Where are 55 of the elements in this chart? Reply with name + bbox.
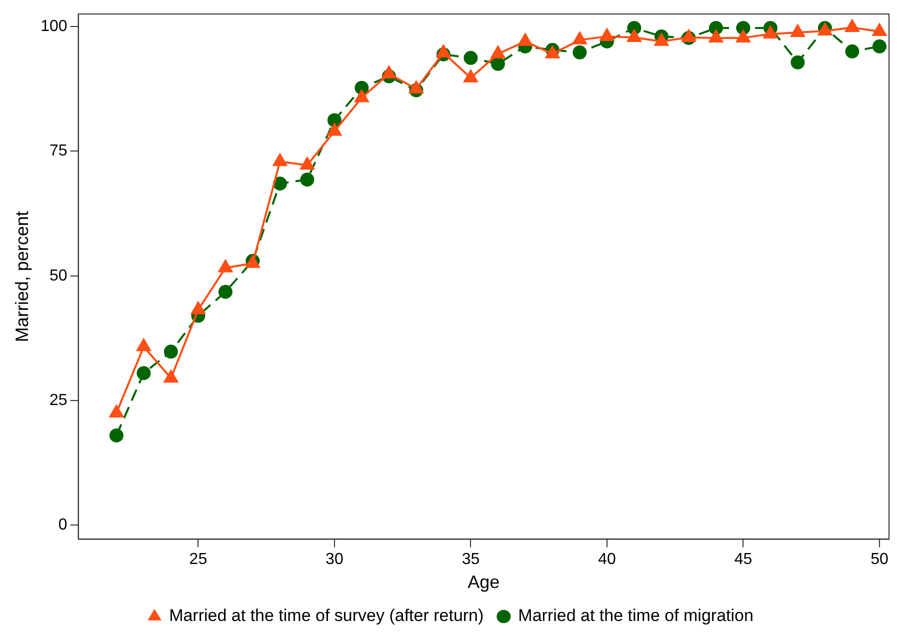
point <box>300 172 314 187</box>
y-tick-label: 75 <box>50 142 68 160</box>
y-axis-title: Married, percent <box>12 211 32 342</box>
point <box>682 29 696 42</box>
point <box>327 123 342 136</box>
x-tick-label: 45 <box>734 551 752 568</box>
legend-label: Married at the time of survey (after return) <box>169 606 484 626</box>
y-tick-label: 0 <box>58 516 68 534</box>
point <box>545 46 560 58</box>
point <box>490 56 505 71</box>
point <box>272 176 287 191</box>
point <box>382 66 396 78</box>
point <box>572 32 587 44</box>
x-tick-label: 50 <box>870 551 888 568</box>
point <box>327 113 342 128</box>
point <box>763 26 778 38</box>
point <box>736 30 750 42</box>
legend-label: Married at the time of migration <box>518 606 754 626</box>
point <box>164 370 178 383</box>
x-tick-label: 30 <box>326 551 344 568</box>
point <box>872 23 887 36</box>
y-tick-label: 50 <box>50 267 68 284</box>
point <box>436 44 451 58</box>
point <box>272 154 288 166</box>
point <box>790 24 805 37</box>
point <box>300 157 314 170</box>
y-tick-label: 25 <box>50 392 68 409</box>
point <box>572 45 587 60</box>
point <box>654 33 669 46</box>
point <box>191 302 206 314</box>
point <box>600 28 614 41</box>
point <box>708 30 724 42</box>
point <box>790 55 805 70</box>
x-tick-label: 25 <box>189 551 208 568</box>
point <box>136 366 151 380</box>
point <box>109 428 124 442</box>
point <box>490 46 506 58</box>
y-tick-label: 100 <box>40 18 68 35</box>
point <box>872 39 886 54</box>
point <box>218 284 232 299</box>
point <box>136 338 151 352</box>
point <box>464 70 478 82</box>
point <box>164 344 178 359</box>
point <box>218 260 233 272</box>
point <box>109 405 124 418</box>
point <box>627 29 642 42</box>
point <box>409 80 424 94</box>
point <box>464 50 478 65</box>
x-axis-title: Age <box>468 572 500 592</box>
x-tick-label: 40 <box>598 551 616 568</box>
point <box>354 90 369 102</box>
point <box>845 19 860 32</box>
x-tick-label: 35 <box>462 551 480 568</box>
point <box>518 33 532 46</box>
point <box>845 44 860 58</box>
